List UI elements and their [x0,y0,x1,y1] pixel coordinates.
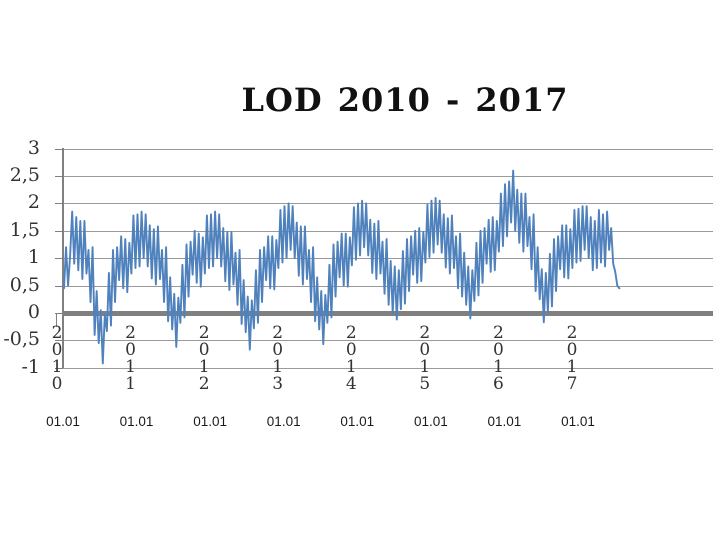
y-axis-label: 2,5 [9,164,40,186]
y-axis-label: 2 [27,191,40,214]
x-axis-date-label: 01.01 [46,414,80,429]
x-axis-year-label: 2014 [345,323,357,394]
x-axis-year-label: 2010 [51,323,63,394]
x-axis-date-label: 01.01 [119,414,154,429]
category-axis-tick [56,313,57,327]
y-gridline [63,368,713,369]
y-axis-tick [55,149,63,150]
x-axis-date-label: 01.01 [561,414,595,429]
x-axis-date-label: 01.01 [193,414,228,429]
y-axis-tick [55,313,63,314]
y-axis-label: 3 [27,136,40,159]
lod-line-series [63,169,621,365]
y-axis-tick [55,231,63,232]
y-axis-tick [55,258,63,259]
y-axis-tick [55,368,63,369]
x-axis-year-label: 2013 [272,323,284,394]
x-axis-year-label: 2012 [198,323,210,394]
y-gridline [63,203,713,204]
y-gridline [63,149,713,150]
y-axis-label: -0,5 [3,328,40,351]
x-axis-year-label: 2011 [125,323,136,394]
y-gridline [63,176,713,177]
y-axis-label: 0 [27,301,40,323]
x-axis-date-label: 01.01 [413,414,448,429]
x-axis-date-label: 01.01 [487,414,522,429]
y-axis-line [62,148,64,368]
y-axis-tick [55,203,63,204]
y-axis-tick [55,176,63,177]
y-axis-label: 1,5 [9,218,40,241]
y-gridline [63,340,713,341]
x-axis-year-label: 2016 [492,323,504,394]
x-axis-year-label: 2015 [419,323,431,394]
y-axis-label: 0,5 [9,273,40,296]
y-axis-label: -1 [21,355,40,378]
x-axis-year-label: 2017 [566,323,578,394]
y-axis-tick [55,340,63,341]
y-axis-label: 1 [27,246,40,269]
zero-axis-line [63,311,713,316]
x-axis-date-label: 01.01 [266,414,301,429]
x-axis-date-label: 01.01 [340,414,375,429]
y-gridline [63,231,713,232]
chart-title: LOD 2010 - 2017 [241,81,569,119]
y-axis-tick [55,286,63,287]
